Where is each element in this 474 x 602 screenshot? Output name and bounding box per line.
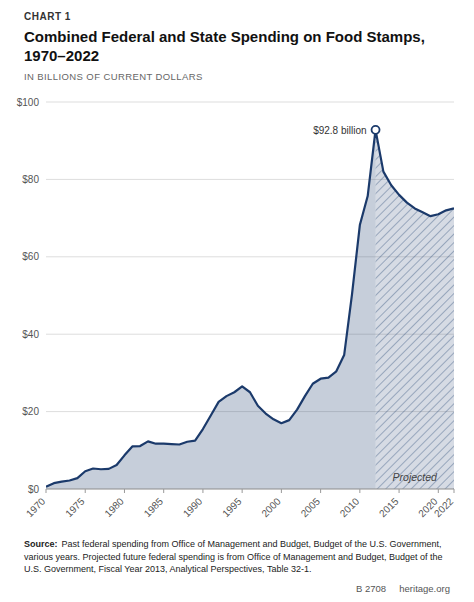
x-tick xyxy=(320,489,321,493)
x-tick xyxy=(242,489,243,493)
x-tick xyxy=(359,489,360,493)
y-tick-label: $80 xyxy=(22,174,39,185)
source: Past federal spending from Office of Man… xyxy=(24,539,443,574)
x-tick-label: 1975 xyxy=(63,495,87,519)
grid-line xyxy=(46,102,454,103)
y-tick-label: $0 xyxy=(28,484,40,495)
text-line: U.S. Government, Fiscal Year 2013, Analy… xyxy=(24,564,312,574)
text-line: various years. Projected future federal … xyxy=(24,552,443,562)
x-tick-label: 2000 xyxy=(259,495,283,519)
x-tick xyxy=(399,489,400,493)
x-tick xyxy=(438,489,439,493)
text-line: 1970–2022 xyxy=(24,47,99,64)
chart: CHART 1 Combined Federal and State Spendi… xyxy=(0,0,474,602)
grid-line xyxy=(46,179,454,180)
x-tick-label: 1970 xyxy=(24,495,48,519)
title: Combined Federal and State Spending on F… xyxy=(24,28,425,64)
grid-line xyxy=(46,489,454,490)
text-line: Combined Federal and State Spending on F… xyxy=(24,28,425,45)
text-line: Past federal spending from Office of Man… xyxy=(62,539,442,549)
x-tick-label: 1995 xyxy=(220,495,244,519)
chart-label: CHART 1 xyxy=(24,11,71,22)
annotation: $92.8 billion xyxy=(313,125,366,136)
x-tick-label: 2022 xyxy=(432,495,456,519)
x-tick xyxy=(202,489,203,493)
y-tick-label: $60 xyxy=(22,251,39,262)
subtitle: IN BILLIONS OF CURRENT DOLLARS xyxy=(24,71,203,82)
source-label: Source: xyxy=(24,539,58,549)
x-tick-label: 2015 xyxy=(377,495,401,519)
grid xyxy=(46,102,454,489)
y-tick-label: $20 xyxy=(22,406,39,417)
area-actual xyxy=(46,130,376,489)
x-tick-label: 1980 xyxy=(102,495,126,519)
area-projected xyxy=(376,130,454,489)
line xyxy=(46,130,454,487)
x-tick-label: 2005 xyxy=(299,495,323,519)
page: {"chart_data": { "type": "area", "chart_… xyxy=(0,0,474,602)
x-tick xyxy=(454,489,455,493)
footer: B 2708 heritage.org xyxy=(356,583,450,594)
plot-data xyxy=(46,130,454,489)
x-tick xyxy=(46,489,47,493)
x-tick xyxy=(124,489,125,493)
x-axis xyxy=(46,489,454,490)
x-tick-label: 2010 xyxy=(338,495,362,519)
x-tick-label: 1990 xyxy=(181,495,205,519)
x-tick xyxy=(281,489,282,493)
x-tick xyxy=(85,489,86,493)
peak-marker xyxy=(372,126,380,134)
y-tick-label: $100 xyxy=(17,97,40,108)
projected-label: Projected xyxy=(393,471,439,483)
x-tick xyxy=(163,489,164,493)
y-tick-label: $40 xyxy=(22,329,39,340)
x-tick-label: 1985 xyxy=(142,495,166,519)
